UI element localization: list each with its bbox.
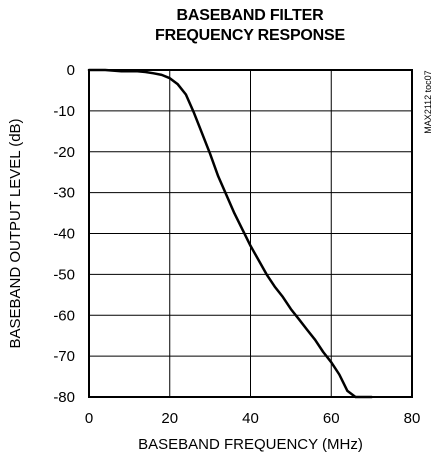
- y-tick-label: -70: [53, 348, 75, 365]
- plot-frame: [88, 69, 413, 398]
- y-tick-label: -50: [53, 266, 75, 283]
- x-tick-label: 60: [323, 410, 340, 427]
- x-tick-label: 80: [404, 410, 421, 427]
- x-axis-label: BASEBAND FREQUENCY (MHz): [138, 436, 363, 453]
- series-line: [87, 68, 373, 399]
- y-tick-label: -80: [53, 389, 75, 406]
- y-tick-label: -60: [53, 307, 75, 324]
- x-tick-label: 0: [85, 410, 93, 427]
- x-tick-labels: 0 20 40 60 80: [85, 410, 421, 427]
- x-tick-label: 20: [161, 410, 178, 427]
- y-tick-label: 0: [67, 62, 75, 79]
- y-axis-label: BASEBAND OUTPUT LEVEL (dB): [7, 118, 24, 348]
- chart-title-line-2: FREQUENCY RESPONSE: [155, 27, 345, 44]
- x-tick-label: 40: [242, 410, 259, 427]
- y-tick-label: -40: [53, 226, 75, 243]
- y-tick-labels: 0 -10 -20 -30 -40 -50 -60 -70 -80: [53, 62, 75, 406]
- y-tick-label: -20: [53, 144, 75, 161]
- figure-code: MAX2112 toc07: [423, 70, 433, 133]
- chart-title: BASEBAND FILTER FREQUENCY RESPONSE: [88, 6, 412, 46]
- y-tick-label: -10: [53, 103, 75, 120]
- chart-title-line-1: BASEBAND FILTER: [176, 7, 324, 24]
- y-tick-label: -30: [53, 185, 75, 202]
- grid-lines: [88, 69, 413, 398]
